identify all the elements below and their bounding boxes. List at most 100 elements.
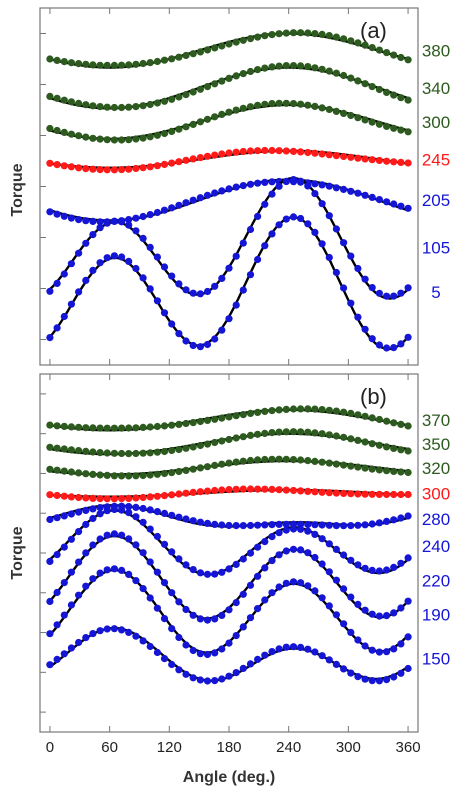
data-point-205 [332,184,340,192]
data-point-240 [232,560,240,569]
data-point-220 [82,549,90,557]
data-point-220 [361,606,369,614]
data-point-5 [125,257,133,265]
data-point-380 [232,38,240,46]
data-point-380 [239,36,247,44]
data-point-190 [282,579,290,587]
data-point-300 [311,488,319,496]
data-point-340 [46,92,54,100]
data-point-340 [139,102,147,110]
data-point-300 [340,109,348,117]
data-point-350 [368,440,376,448]
data-point-350 [96,449,104,457]
data-point-5 [297,214,305,223]
data-point-350 [75,447,83,455]
data-point-205 [75,216,83,224]
data-point-380 [304,29,312,37]
data-point-380 [196,48,204,56]
data-point-150 [60,650,68,658]
data-point-380 [383,49,391,57]
data-point-245 [282,147,290,155]
data-point-370 [347,409,355,417]
data-point-5 [340,284,348,292]
data-point-190 [218,645,226,653]
data-point-380 [261,32,269,40]
data-point-320 [390,467,398,475]
data-point-240 [60,543,68,551]
data-point-220 [239,590,247,598]
data-point-370 [75,423,83,431]
data-point-280 [211,520,219,529]
data-point-350 [218,437,226,445]
data-point-220 [182,605,190,614]
data-point-190 [139,585,147,593]
data-point-300 [354,114,362,122]
data-point-5 [103,254,111,262]
data-point-245 [347,153,355,161]
panel-b: (b) Torque 0 60 120 180 240 300 360 3703503203… [9,373,450,756]
data-point-300 [232,106,240,114]
data-point-370 [189,419,197,427]
data-point-220 [347,593,355,601]
data-point-245 [89,165,97,173]
data-point-280 [67,510,75,518]
data-point-300 [297,100,305,108]
data-point-5 [354,313,362,321]
data-point-300 [53,491,61,500]
data-point-340 [153,99,161,107]
data-point-105 [297,177,305,185]
data-point-300 [325,489,333,497]
data-point-190 [340,620,348,628]
data-point-105 [110,217,118,225]
data-point-240 [304,527,312,535]
data-point-220 [311,553,319,562]
data-point-350 [340,433,348,441]
data-point-205 [340,185,348,193]
temperature-label-340: 340 [422,79,450,98]
data-point-300 [89,494,97,502]
data-point-220 [60,579,68,587]
data-point-300 [82,133,90,141]
data-point-105 [332,225,340,233]
data-point-380 [139,59,147,68]
data-point-240 [89,514,97,523]
data-point-280 [60,512,68,520]
data-point-320 [118,472,126,480]
data-point-240 [211,570,219,578]
data-point-240 [82,520,90,529]
data-point-340 [232,72,240,80]
data-point-380 [404,56,412,64]
data-point-220 [146,558,154,566]
data-point-280 [375,519,383,527]
data-point-280 [196,518,204,526]
data-point-380 [46,55,54,63]
data-point-350 [53,444,61,452]
data-point-205 [203,191,212,199]
data-point-350 [304,428,312,436]
data-point-240 [268,533,276,541]
data-point-5 [225,315,233,323]
data-point-340 [347,74,355,82]
data-point-190 [75,591,83,599]
data-point-105 [82,239,90,247]
data-point-340 [375,85,383,94]
data-point-300 [304,487,312,495]
data-point-205 [225,185,233,193]
data-point-150 [297,643,305,652]
data-point-340 [203,83,212,91]
data-point-150 [246,660,255,668]
data-point-350 [203,440,212,448]
data-point-150 [275,645,283,653]
data-point-350 [110,449,118,457]
data-point-370 [261,407,269,415]
data-point-300 [218,486,226,494]
data-point-300 [282,99,290,107]
data-point-205 [232,183,240,191]
data-point-190 [132,577,140,585]
data-point-105 [390,292,398,300]
data-point-190 [297,579,305,587]
data-point-240 [110,505,118,514]
data-point-370 [361,412,369,420]
data-point-220 [168,589,176,597]
data-point-105 [196,290,204,298]
